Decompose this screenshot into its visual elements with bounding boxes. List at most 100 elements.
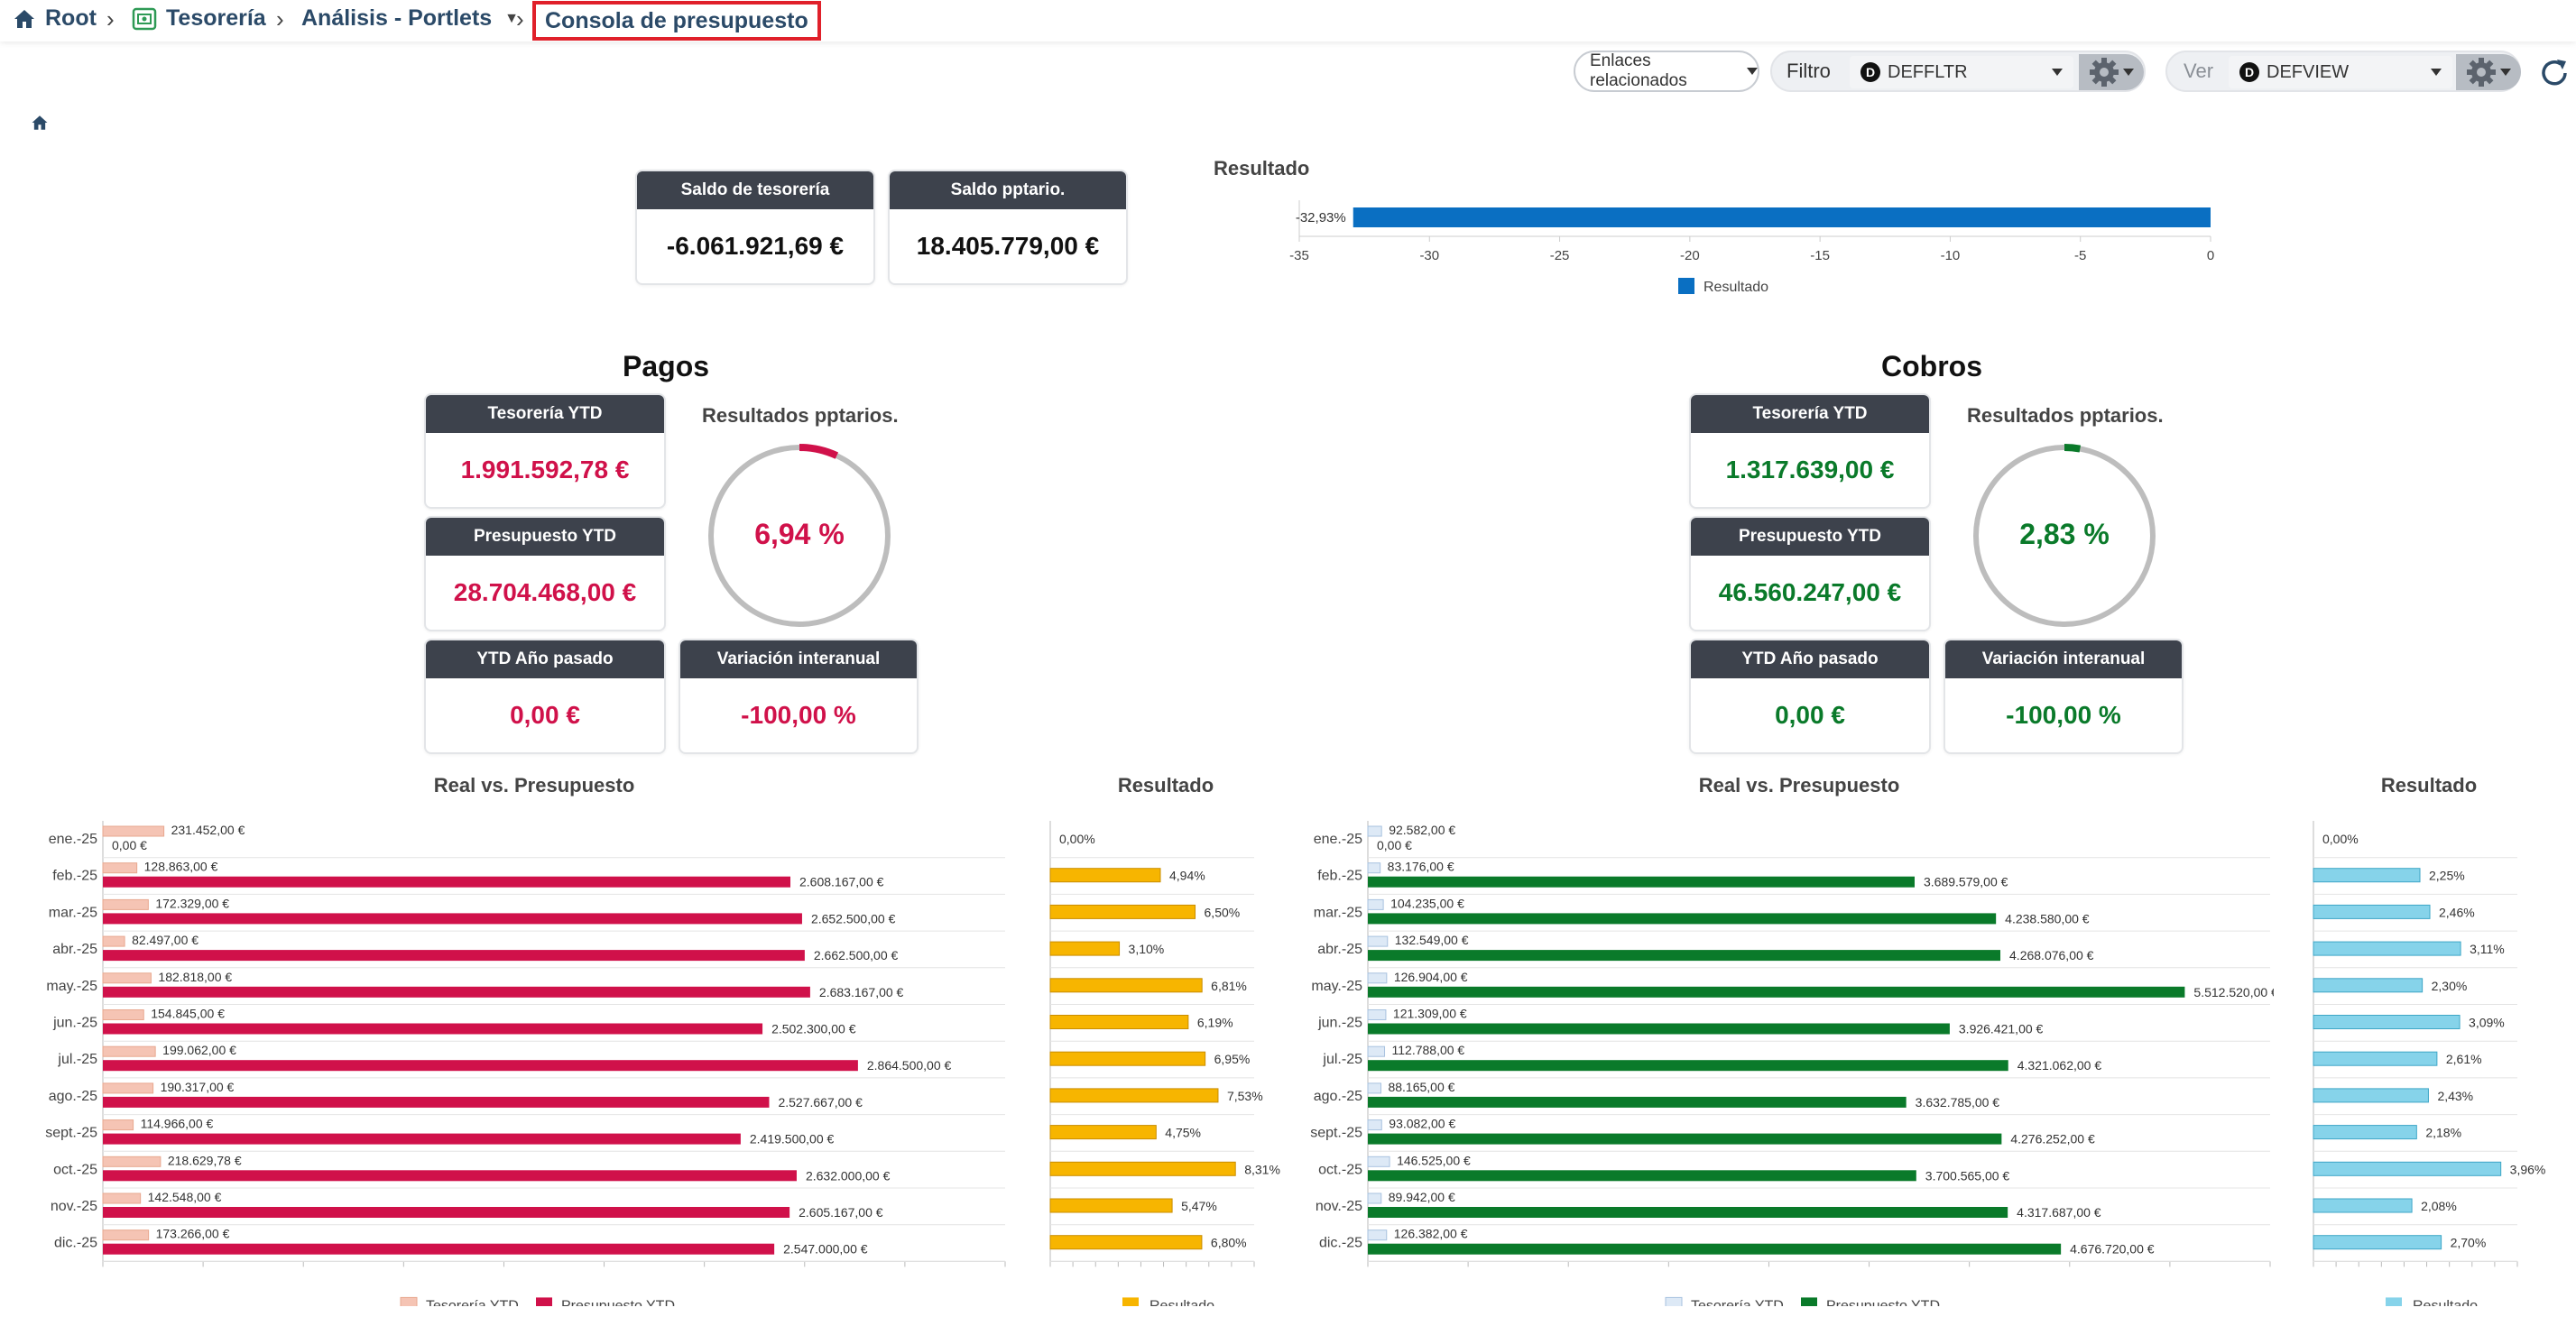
- filter-select[interactable]: D DEFFLTR: [1850, 56, 2073, 88]
- resultado-chart: -32,93% -35 -30 -25 -20 -15 -10 -5 0 Resultado: [1289, 200, 2214, 295]
- data-label: -32,93%: [1296, 210, 1346, 226]
- bar-tesoreria: [102, 935, 125, 947]
- category-label: sept.-25: [45, 1126, 97, 1141]
- bar-resultado: [2313, 941, 2461, 956]
- bar-tesoreria: [1367, 862, 1381, 874]
- bar-presupuesto: [103, 913, 802, 925]
- data-label: 4.321.062,00 €: [2017, 1058, 2102, 1073]
- kpi-value: -100,00 %: [741, 701, 856, 729]
- bar-resultado: [1049, 1125, 1157, 1140]
- bar-tesoreria: [102, 1119, 134, 1131]
- data-label: 8,31%: [1244, 1162, 1280, 1176]
- data-label: 2,08%: [2421, 1199, 2457, 1213]
- category-label: ene.-25: [49, 832, 97, 847]
- category-label: oct.-25: [1318, 1162, 1362, 1177]
- bar-resultado: [1049, 1198, 1173, 1213]
- filter-settings-button[interactable]: [2079, 54, 2144, 90]
- refresh-icon[interactable]: [2537, 56, 2571, 90]
- kpi-saldo-tesoreria: Saldo de tesorería -6.061.921,69 €: [635, 170, 875, 285]
- data-label: 92.582,00 €: [1389, 823, 1455, 837]
- data-label: 2.652.500,00 €: [811, 911, 896, 925]
- bar-resultado: [2313, 1088, 2429, 1103]
- category-label: abr.-25: [1317, 942, 1362, 957]
- bar-tesoreria: [102, 1009, 144, 1020]
- data-label: 172.329,00 €: [155, 896, 229, 910]
- gear-icon: [2090, 58, 2119, 87]
- gear-icon: [2467, 58, 2496, 87]
- home-icon[interactable]: [31, 114, 49, 132]
- breadcrumb-analisis-label: Análisis - Portlets: [301, 5, 493, 31]
- data-label: 173.266,00 €: [156, 1227, 230, 1241]
- data-label: 89.942,00 €: [1389, 1190, 1455, 1204]
- bar-presupuesto: [103, 876, 790, 888]
- data-label: 4.676.720,00 €: [2070, 1242, 2155, 1257]
- bar-presupuesto: [103, 1096, 770, 1108]
- data-label: 142.548,00 €: [148, 1190, 222, 1204]
- pagos-presupuesto-ytd-card: Presupuesto YTD 28.704.468,00 €: [424, 516, 666, 631]
- category-label: ago.-25: [49, 1089, 97, 1104]
- data-label: 3,96%: [2510, 1162, 2546, 1176]
- bar-resultado: [2313, 1015, 2461, 1029]
- cobros-tesoreria-ytd-card: Tesorería YTD 1.317.639,00 €: [1689, 393, 1931, 509]
- pagos-gauge: [708, 444, 891, 627]
- gauge-arc: [799, 444, 839, 459]
- breadcrumb-root[interactable]: Root: [13, 5, 97, 32]
- tick-label: -25: [1550, 248, 1570, 263]
- data-label: 4.268.076,00 €: [2009, 948, 2094, 962]
- category-label: jul.-25: [57, 1052, 97, 1067]
- data-label: 132.549,00 €: [1395, 933, 1469, 947]
- data-label: 6,95%: [1214, 1052, 1251, 1066]
- bar: [1353, 207, 2211, 227]
- data-label: 93.082,00 €: [1389, 1117, 1455, 1131]
- pagos-resultado-chart: Resultado 0,00% 4,94% 6,50% 3,10% 6,81% 6,19% 6…: [1049, 774, 1280, 1306]
- category-label: dic.-25: [1319, 1236, 1362, 1251]
- related-links-dropdown[interactable]: Enlaces relacionados: [1574, 51, 1759, 92]
- view-select[interactable]: D DEFVIEW: [2229, 56, 2452, 88]
- breadcrumb-tesoreria[interactable]: Tesorería: [132, 5, 266, 32]
- category-label: nov.-25: [51, 1199, 97, 1214]
- bar-presupuesto: [1368, 1023, 1950, 1035]
- data-label: 0,00 €: [1377, 838, 1412, 852]
- bar-resultado: [1049, 1051, 1206, 1066]
- data-label: 218.629,78 €: [168, 1153, 242, 1167]
- caret-down-icon: [2431, 69, 2442, 76]
- bar-tesoreria: [102, 898, 149, 910]
- bar-presupuesto: [1368, 876, 1915, 888]
- breadcrumb-analisis[interactable]: Análisis - Portlets ▼: [301, 5, 519, 32]
- bar-resultado: [1049, 1161, 1236, 1176]
- data-label: 2.864.500,00 €: [867, 1058, 952, 1073]
- kpi-label: Tesorería YTD: [426, 395, 664, 433]
- kpi-label: Variación interanual: [680, 640, 917, 678]
- data-label: 2.683.167,00 €: [819, 985, 904, 999]
- bar-resultado: [1049, 868, 1161, 883]
- bar-presupuesto: [1368, 1060, 2008, 1072]
- bar-tesoreria: [102, 825, 165, 837]
- legend-swatch: [1678, 278, 1694, 294]
- kpi-label: Tesorería YTD: [1691, 395, 1929, 433]
- data-label: 121.309,00 €: [1393, 1007, 1467, 1021]
- view-settings-button[interactable]: [2456, 54, 2521, 90]
- data-label: 2,25%: [2429, 869, 2465, 883]
- data-label: 231.452,00 €: [171, 823, 245, 837]
- data-label: 5,47%: [1181, 1199, 1217, 1213]
- bar-tesoreria: [1367, 1192, 1382, 1204]
- data-label: 7,53%: [1227, 1089, 1263, 1103]
- bar-presupuesto: [1368, 1243, 2062, 1255]
- caret-down-icon[interactable]: ▼: [504, 10, 520, 26]
- bar-resultado: [2313, 1125, 2417, 1140]
- data-label: 112.788,00 €: [1392, 1043, 1465, 1057]
- bar-presupuesto: [103, 1170, 797, 1182]
- category-label: ago.-25: [1314, 1089, 1362, 1104]
- breadcrumb-tesoreria-label: Tesorería: [166, 5, 266, 31]
- data-label: 3.700.565,00 €: [1925, 1168, 2010, 1183]
- kpi-value: 0,00 €: [1775, 701, 1845, 729]
- legend-label: Resultado: [1150, 1298, 1214, 1306]
- bar-tesoreria: [1367, 1045, 1386, 1057]
- bar-tesoreria: [102, 972, 152, 984]
- view-label: Ver: [2184, 60, 2214, 82]
- gauge-arc: [2064, 444, 2082, 453]
- bar-presupuesto: [1368, 1170, 1916, 1182]
- kpi-value: 0,00 €: [510, 701, 580, 729]
- pagos-tesoreria-ytd-card: Tesorería YTD 1.991.592,78 €: [424, 393, 666, 509]
- bar-resultado: [1049, 978, 1203, 993]
